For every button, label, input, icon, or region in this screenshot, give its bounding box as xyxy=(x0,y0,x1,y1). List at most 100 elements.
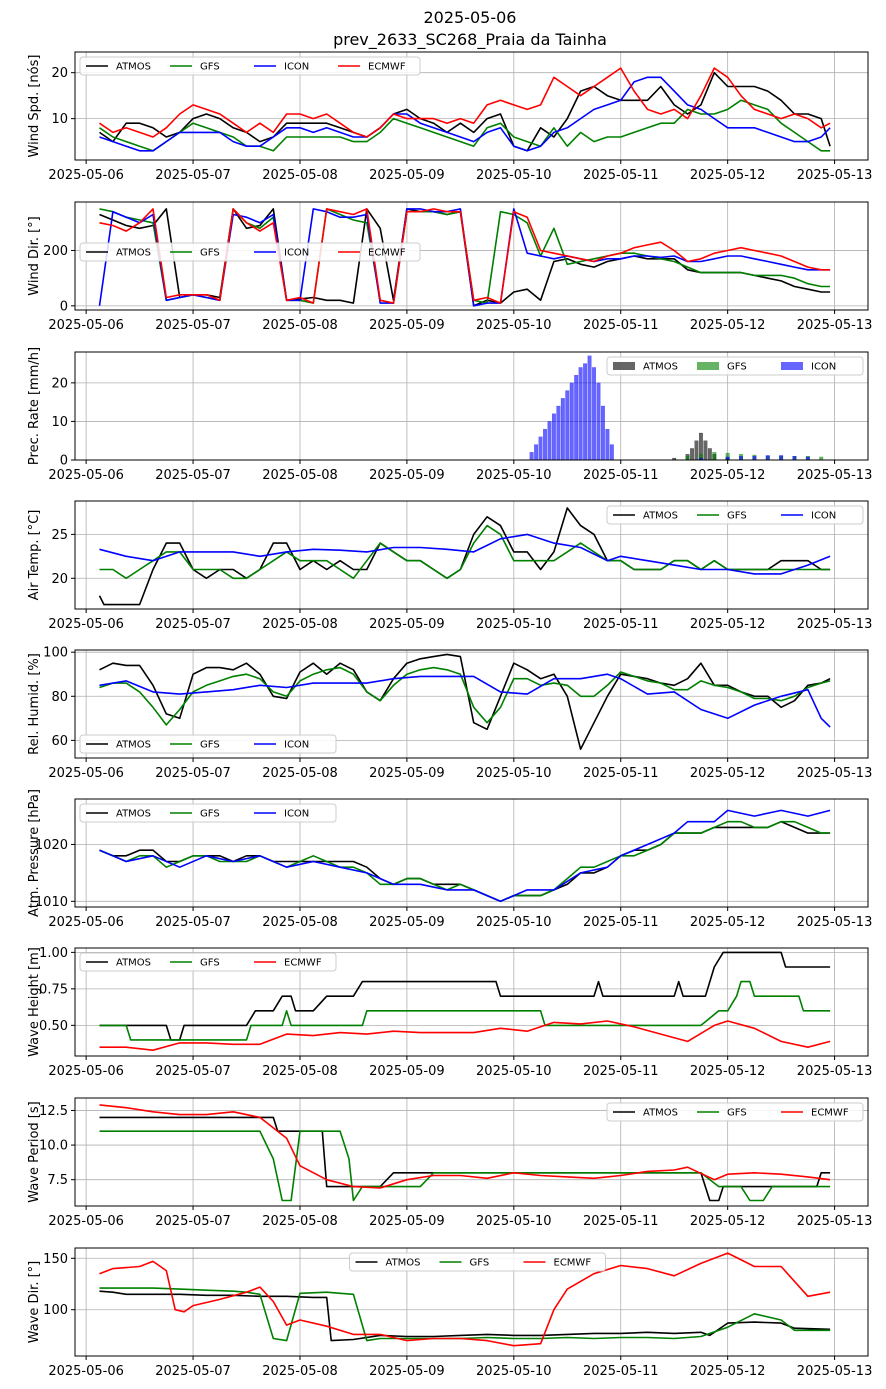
series-group xyxy=(137,355,824,460)
legend-swatch xyxy=(613,362,635,370)
y-tick-label: 0 xyxy=(60,299,68,314)
bar-icon xyxy=(587,355,592,460)
x-tick-label: 2025-05-06 xyxy=(48,168,124,183)
bar-icon xyxy=(551,413,556,460)
legend: ATMOS GFS ICON ECMWF xyxy=(79,242,421,262)
bar-icon xyxy=(600,405,605,460)
plot-frame xyxy=(74,500,869,610)
x-tick-label: 2025-05-07 xyxy=(155,766,231,781)
x-tick-label: 2025-05-10 xyxy=(476,1214,552,1229)
y-axis-label: Wave Dir. [°] xyxy=(27,1261,42,1344)
x-tick-label: 2025-05-09 xyxy=(369,168,445,183)
legend-box xyxy=(606,505,864,525)
series-group xyxy=(99,809,831,903)
legend: ATMOS GFS ECMWF xyxy=(606,1102,864,1122)
y-tick-label: 1.00 xyxy=(39,946,68,961)
x-tick-label: 2025-05-11 xyxy=(583,168,659,183)
y-axis-label: Wave Period [s] xyxy=(27,1101,42,1202)
x-tick-label: 2025-05-12 xyxy=(690,617,766,632)
x-tick-label: 2025-05-12 xyxy=(690,1364,766,1379)
bar-icon xyxy=(556,405,561,460)
chart-panel: 2025-05-06 2025-05-07 2025-05-08 2025-05-09… xyxy=(27,347,872,483)
x-tick-label: 2025-05-13 xyxy=(797,1214,873,1229)
legend-label: GFS xyxy=(200,248,220,259)
bar-gfs xyxy=(685,455,690,460)
series-line-gfs xyxy=(99,524,831,580)
y-tick-label: 1010 xyxy=(35,895,68,910)
x-tick-label: 2025-05-11 xyxy=(583,1364,659,1379)
chart-panels: 2025-05-06 2025-05-07 2025-05-08 2025-05-09… xyxy=(27,51,873,1379)
legend-label: ATMOS xyxy=(643,1108,678,1119)
x-tick-label: 2025-05-06 xyxy=(48,318,124,333)
y-tick-label: 20 xyxy=(51,376,68,391)
series-line-ecmwf xyxy=(99,1252,831,1347)
plot-frame xyxy=(74,1097,869,1207)
x-tick-label: 2025-05-13 xyxy=(797,468,873,483)
legend-label: GFS xyxy=(200,958,220,969)
y-tick-label: 25 xyxy=(51,528,68,543)
legend: ATMOS GFS ICON xyxy=(79,734,337,754)
bar-gfs xyxy=(712,452,717,460)
legend-label: ICON xyxy=(811,362,836,373)
x-tick-label: 2025-05-06 xyxy=(48,617,124,632)
x-tick-label: 2025-05-10 xyxy=(476,915,552,930)
legend-box xyxy=(349,1252,606,1272)
x-tick-label: 2025-05-13 xyxy=(797,766,873,781)
legend: ATMOS GFS ECMWF xyxy=(79,952,337,972)
x-tick-label: 2025-05-08 xyxy=(262,168,338,183)
x-tick-label: 2025-05-11 xyxy=(583,1214,659,1229)
x-tick-label: 2025-05-13 xyxy=(797,1064,873,1079)
legend-box xyxy=(79,56,421,76)
x-tick-label: 2025-05-07 xyxy=(155,168,231,183)
series-line-gfs xyxy=(99,1130,831,1202)
legend-swatch xyxy=(781,362,803,370)
y-tick-label: 100 xyxy=(43,646,68,661)
y-axis-label: Wind Spd. [nós] xyxy=(27,55,42,158)
x-tick-label: 2025-05-11 xyxy=(583,766,659,781)
series-line-icon xyxy=(99,533,831,575)
bar-icon xyxy=(765,455,770,460)
legend-label: ICON xyxy=(811,511,836,522)
bar-icon xyxy=(560,398,565,460)
chart-panel: 2025-05-06 2025-05-07 2025-05-08 2025-05-09… xyxy=(27,946,872,1079)
series-line-atmos xyxy=(99,951,831,1041)
x-tick-label: 2025-05-10 xyxy=(476,318,552,333)
bar-icon xyxy=(698,457,703,460)
x-tick-label: 2025-05-08 xyxy=(262,1064,338,1079)
legend-label: ECMWF xyxy=(284,958,322,969)
x-tick-label: 2025-05-09 xyxy=(369,915,445,930)
series-line-gfs xyxy=(99,980,831,1041)
series-line-icon xyxy=(99,76,831,152)
legend: ATMOS GFS ICON ECMWF xyxy=(79,56,421,76)
bar-icon xyxy=(574,374,579,460)
legend-box xyxy=(79,734,337,754)
y-axis-label: Atm. Pressure [hPa] xyxy=(27,789,42,917)
legend-label: GFS xyxy=(727,1108,747,1119)
plot-frame xyxy=(74,1247,869,1357)
x-tick-label: 2025-05-12 xyxy=(690,766,766,781)
x-tick-label: 2025-05-09 xyxy=(369,1214,445,1229)
legend-label: ICON xyxy=(284,62,309,73)
legend-label: ATMOS xyxy=(116,740,151,751)
bar-icon xyxy=(596,382,601,460)
legend-label: ECMWF xyxy=(368,248,406,259)
chart-panel: 2025-05-06 2025-05-07 2025-05-08 2025-05-09… xyxy=(27,646,872,781)
x-tick-label: 2025-05-12 xyxy=(690,318,766,333)
legend-label: GFS xyxy=(200,809,220,820)
y-tick-label: 10.0 xyxy=(39,1139,68,1154)
bar-icon xyxy=(543,428,547,460)
y-tick-label: 150 xyxy=(43,1252,68,1267)
x-tick-label: 2025-05-08 xyxy=(262,1364,338,1379)
x-tick-label: 2025-05-11 xyxy=(583,468,659,483)
chart-panel: 2025-05-06 2025-05-07 2025-05-08 2025-05-09… xyxy=(27,789,872,930)
chart-panel: 2025-05-06 2025-05-07 2025-05-08 2025-05-09… xyxy=(27,1247,872,1379)
series-group xyxy=(99,1104,831,1202)
bar-atmos xyxy=(703,440,708,460)
plot-frame xyxy=(74,798,869,908)
bar-atmos xyxy=(690,448,694,460)
x-tick-label: 2025-05-08 xyxy=(262,318,338,333)
bar-atmos xyxy=(694,440,699,460)
legend: ATMOS GFS ICON xyxy=(79,803,337,823)
legend-label: ATMOS xyxy=(643,511,678,522)
